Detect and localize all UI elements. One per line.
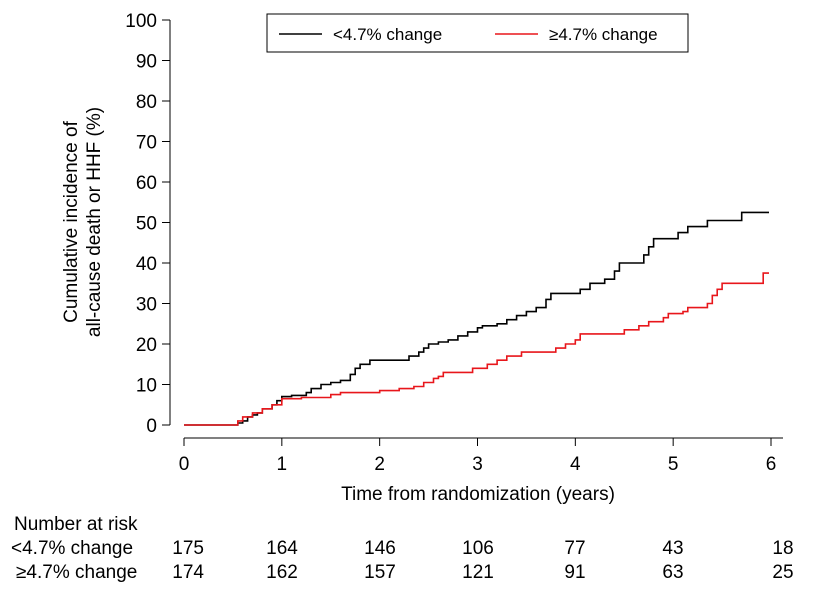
x-axis-label: Time from randomization (years) xyxy=(341,484,615,505)
risk-values: 175 164 146 106 77 43 18 174 162 157 121 91 63 25 xyxy=(172,538,793,583)
y-axis-label: Cumulative incidence of all-cause death … xyxy=(61,107,105,337)
x-tick-label: 6 xyxy=(766,454,777,475)
x-tick-label: 0 xyxy=(179,454,190,475)
risk-value: 157 xyxy=(364,562,396,583)
legend: <4.7% change ≥4.7% change xyxy=(266,13,689,53)
y-tick-label: 20 xyxy=(136,335,157,356)
y-tick-label: 50 xyxy=(136,214,157,235)
risk-table: Number at risk <4.7% change ≥4.7% change… xyxy=(11,514,794,583)
y-tick-label: 90 xyxy=(136,52,157,73)
y-tick-label: 100 xyxy=(125,11,157,32)
risk-value: 175 xyxy=(172,538,204,559)
y-tick-label: 60 xyxy=(136,173,157,194)
series-line-1 xyxy=(184,272,769,426)
risk-value: 146 xyxy=(364,538,396,559)
x-tick-label: 2 xyxy=(374,454,385,475)
y-tick-label: 70 xyxy=(136,133,157,154)
risk-value: 174 xyxy=(172,562,204,583)
legend-label-lt: <4.7% change xyxy=(333,25,442,44)
y-tick-label: 80 xyxy=(136,92,157,113)
x-tick-label: 4 xyxy=(570,454,581,475)
x-axis: 0 1 2 3 4 5 6 xyxy=(179,437,783,475)
x-tick-label: 3 xyxy=(472,454,483,475)
risk-table-title: Number at risk xyxy=(14,514,138,535)
risk-value: 91 xyxy=(564,562,585,583)
legend-label-ge: ≥4.7% change xyxy=(549,25,658,44)
risk-value: 164 xyxy=(266,538,298,559)
risk-value: 43 xyxy=(662,538,683,559)
x-tick-label: 1 xyxy=(277,454,288,475)
y-axis-label-line-1: Cumulative incidence of xyxy=(61,120,82,322)
legend-box xyxy=(266,13,689,53)
risk-row-label-lt: <4.7% change xyxy=(11,538,133,559)
x-tick-label: 5 xyxy=(668,454,679,475)
risk-value: 77 xyxy=(564,538,585,559)
y-tick-label: 30 xyxy=(136,295,157,316)
y-tick-label: 0 xyxy=(146,416,157,437)
y-axis-label-line-2: all-cause death or HHF (%) xyxy=(84,107,105,337)
risk-value: 63 xyxy=(662,562,683,583)
risk-value: 18 xyxy=(772,538,793,559)
y-tick-label: 10 xyxy=(136,376,157,397)
risk-value: 106 xyxy=(462,538,494,559)
y-axis: 0 10 20 30 40 50 60 70 80 90 100 xyxy=(125,11,171,437)
series-lines xyxy=(184,211,769,426)
risk-row-label-ge: ≥4.7% change xyxy=(16,562,137,583)
y-tick-label: 40 xyxy=(136,254,157,275)
risk-value: 162 xyxy=(266,562,298,583)
series-line-0 xyxy=(184,211,769,426)
risk-value: 121 xyxy=(462,562,494,583)
risk-value: 25 xyxy=(772,562,793,583)
